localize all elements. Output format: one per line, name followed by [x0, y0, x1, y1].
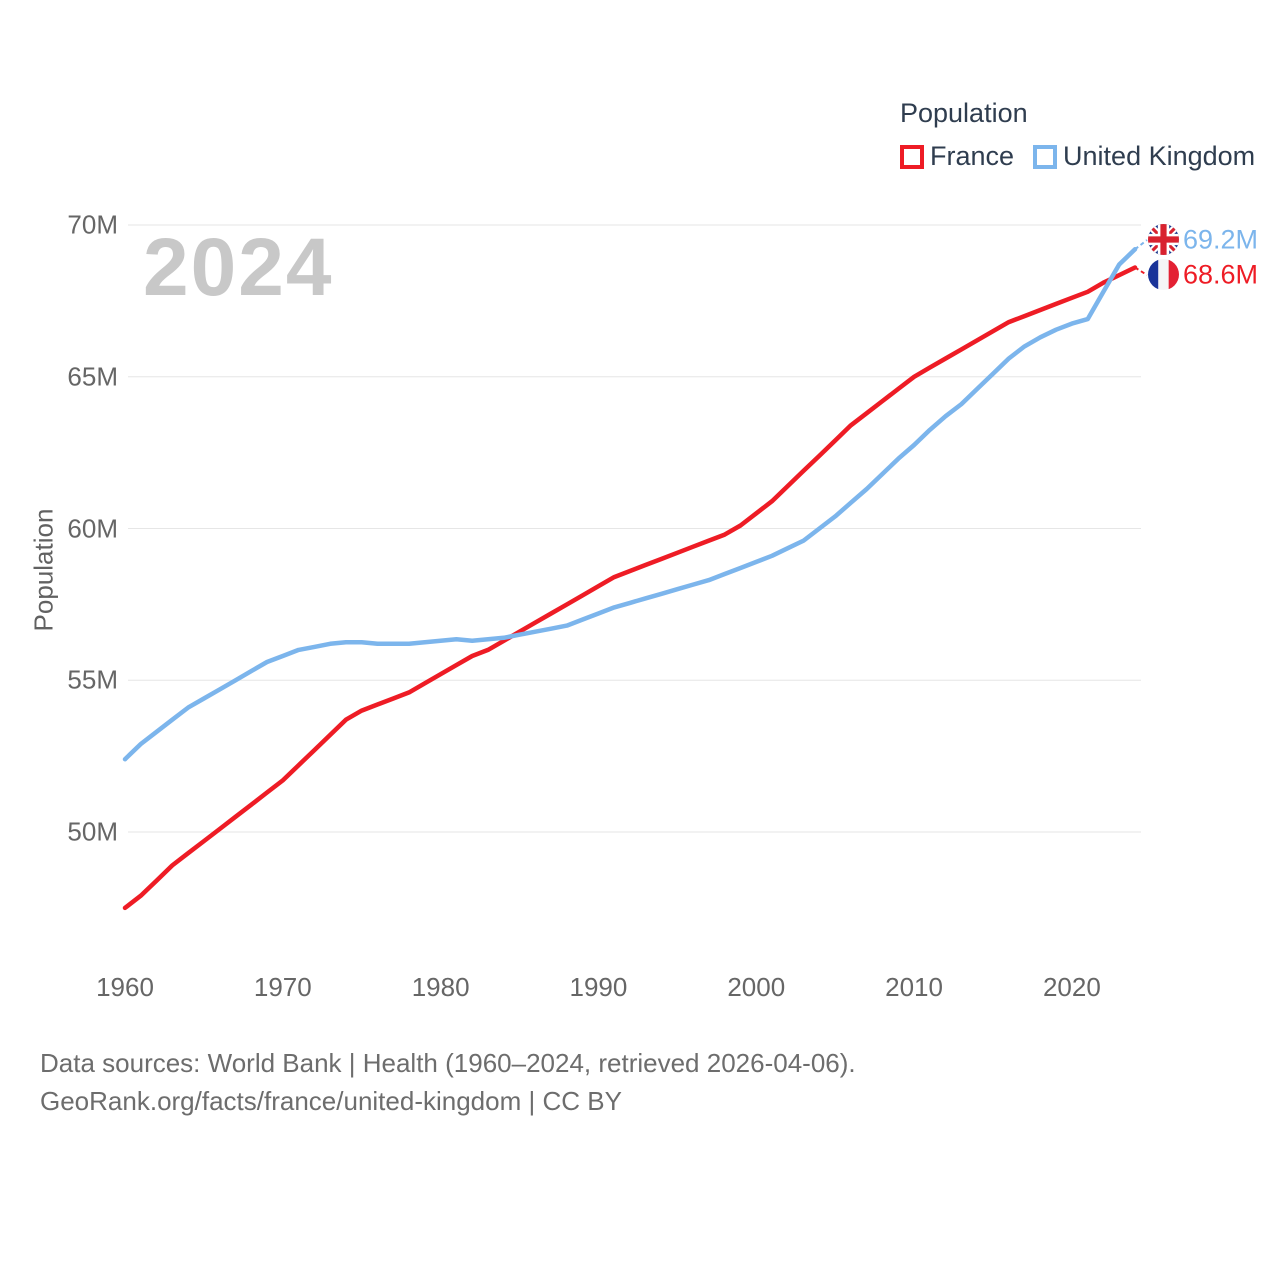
- x-tick-1960: 1960: [96, 972, 154, 1002]
- x-tick-1970: 1970: [253, 972, 312, 1002]
- y-tick-60m: 60M: [67, 513, 118, 543]
- y-tick-50m: 50M: [67, 816, 118, 847]
- x-tick-1980: 1980: [411, 972, 470, 1002]
- legend-item-france[interactable]: France: [900, 141, 1014, 172]
- line-france: [122, 265, 1138, 911]
- france-end-value-label: 68.6M: [1183, 259, 1259, 290]
- x-tick-1990: 1990: [569, 972, 628, 1002]
- uk-flag-icon: [1148, 224, 1179, 255]
- x-tick-2020: 2020: [1042, 972, 1101, 1002]
- france-flag-icon: [1148, 259, 1179, 290]
- x-tick-2010: 2010: [885, 972, 943, 1002]
- year-watermark: 2024: [143, 222, 334, 313]
- legend-title: Population: [900, 98, 1028, 128]
- legend-label-france: France: [930, 141, 1015, 171]
- france-series-swatch: [900, 144, 924, 169]
- legend: Population France United Kingdom: [900, 98, 1255, 172]
- uk-end-value-label: 69.2M: [1183, 224, 1259, 255]
- line-united-kingdom: [122, 247, 1138, 762]
- legend-item-united-kingdom[interactable]: United Kingdom: [1033, 141, 1255, 172]
- y-tick-70m: 70M: [67, 209, 118, 240]
- y-tick-55m: 55M: [67, 664, 118, 695]
- footer-sources-line: Data sources: World Bank | Health (1960–…: [40, 1048, 856, 1078]
- y-axis-title: Population: [28, 508, 59, 632]
- data-source-footer: Data sources: World Bank | Health (1960–…: [40, 1044, 856, 1120]
- legend-items: France United Kingdom: [900, 141, 1255, 172]
- y-tick-65m: 65M: [67, 361, 118, 392]
- united-kingdom-series-swatch: [1033, 144, 1058, 169]
- x-tick-2000: 2000: [727, 972, 786, 1002]
- france-connector: [1134, 266, 1148, 276]
- legend-label-united-kingdom: United Kingdom: [1063, 141, 1256, 171]
- footer-attribution-line: GeoRank.org/facts/france/united-kingdom …: [40, 1086, 622, 1116]
- uk-connector: [1134, 239, 1148, 251]
